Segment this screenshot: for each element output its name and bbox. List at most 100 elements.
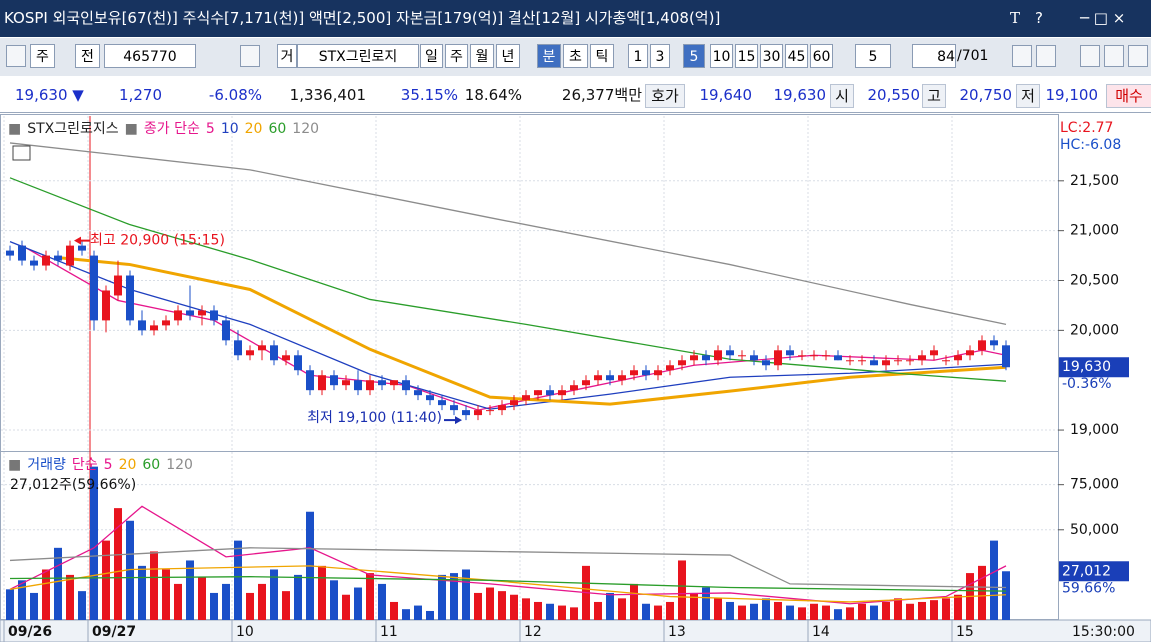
volume-bar — [522, 598, 530, 620]
icon[interactable] — [1036, 45, 1056, 67]
x-tick-label: 09/27 — [92, 624, 136, 640]
toolbar-button[interactable]: 465770 — [104, 44, 196, 68]
volume-bar — [618, 598, 626, 620]
candle-body — [378, 380, 386, 386]
candle-body — [942, 360, 950, 362]
toolbar-button[interactable]: 주 — [30, 44, 55, 68]
candle-body — [90, 255, 98, 321]
icon[interactable] — [1012, 45, 1032, 67]
quote-item[interactable]: 매수 — [1106, 84, 1151, 108]
y-tick-label: 50,000 — [1070, 522, 1119, 538]
toolbar-button[interactable]: 초 — [563, 44, 588, 68]
quote-item: 시 — [830, 84, 854, 108]
toolbar-button[interactable]: /701 — [957, 48, 989, 64]
legend-item: STX그린로지스 — [27, 121, 119, 137]
volume-bar — [402, 609, 410, 620]
legend-item: 120 — [292, 121, 319, 137]
legend-item: 10 — [221, 121, 239, 137]
quote-item: 호가 — [645, 84, 685, 108]
volume-bar — [570, 607, 578, 620]
toolbar-button[interactable]: 전 — [75, 44, 100, 68]
volume-bar — [234, 540, 242, 620]
volume-bar — [846, 607, 854, 620]
candle-body — [414, 390, 422, 396]
candle-body — [558, 390, 566, 396]
toolbar-button[interactable]: 주 — [445, 44, 468, 68]
candle-body — [750, 355, 758, 361]
toolbar-button[interactable]: 5 — [683, 44, 705, 68]
toolbar-button[interactable]: 60 — [810, 44, 833, 68]
quote-item: 19,630 ▼ — [15, 86, 84, 104]
candle-body — [594, 375, 602, 381]
volume-bar — [630, 583, 638, 620]
toolbar-button[interactable]: 1 — [628, 44, 648, 68]
x-tick-label: 12 — [524, 624, 542, 640]
volume-bar — [66, 574, 74, 620]
candle-body — [582, 380, 590, 386]
candle-body — [762, 360, 770, 366]
quote-item: 1,336,401 — [289, 86, 366, 104]
icon[interactable] — [240, 45, 260, 67]
volume-bar — [654, 605, 662, 620]
quote-item: 35.15% — [400, 86, 458, 104]
volume-panel — [0, 451, 1059, 620]
window-controls[interactable]: ─ □ × — [1080, 9, 1126, 27]
x-tick-label: 15 — [956, 624, 974, 640]
toolbar-button[interactable]: 년 — [496, 44, 520, 68]
volume-bar — [174, 583, 182, 620]
candle-body — [714, 350, 722, 361]
candle-body — [186, 310, 194, 316]
quote-item: 18.64% — [464, 86, 522, 104]
toolbar-button[interactable]: 일 — [420, 44, 443, 68]
candle-body — [30, 260, 38, 266]
toolbar-button[interactable]: 15 — [735, 44, 758, 68]
annotation: 최고 20,900 (15:15) — [90, 233, 225, 249]
candle-body — [54, 255, 62, 261]
candle-body — [618, 375, 626, 381]
volume-bar — [606, 592, 614, 620]
icon[interactable] — [1104, 45, 1124, 67]
icon[interactable] — [1128, 45, 1148, 67]
candle-body — [870, 360, 878, 366]
icon[interactable] — [1080, 45, 1100, 67]
toolbar-button[interactable]: 10 — [710, 44, 733, 68]
toolbar-button[interactable]: 3 — [650, 44, 670, 68]
toolbar-button[interactable]: 거 — [277, 44, 297, 68]
candle-body — [126, 275, 134, 321]
toolbar-button[interactable]: 분 — [537, 44, 561, 68]
volume-bar — [690, 592, 698, 620]
table-icon — [12, 145, 31, 161]
last-box — [1059, 357, 1129, 378]
candle-body — [702, 355, 710, 361]
candle-body — [510, 400, 518, 406]
legend-item: 종가 단순 — [144, 121, 200, 137]
legend-box: ■ — [125, 121, 138, 137]
toolbar-button[interactable]: 84 — [912, 44, 956, 68]
legend-box: ■ — [8, 457, 21, 473]
tool[interactable]: T — [1010, 9, 1021, 27]
toolbar-button[interactable]: STX그린로지 — [297, 44, 419, 68]
legend-item: 20 — [119, 457, 137, 473]
toolbar-button[interactable]: 45 — [785, 44, 808, 68]
candle-body — [66, 245, 74, 266]
quote-item: 19,100 — [1045, 86, 1099, 104]
y-tick-label: 21,000 — [1070, 223, 1119, 239]
candle-body — [330, 375, 338, 386]
candle-body — [222, 320, 230, 341]
volume-bar — [282, 591, 290, 620]
candle-body — [246, 350, 254, 356]
volume-bar — [498, 591, 506, 620]
toolbar-button[interactable]: 틱 — [590, 44, 614, 68]
toolbar-button[interactable]: 30 — [760, 44, 783, 68]
candle-body — [954, 355, 962, 361]
candle-body — [798, 355, 806, 357]
toolbar-button[interactable]: 5 — [855, 44, 891, 68]
volume-bar — [342, 594, 350, 620]
toolbar-button[interactable]: 월 — [470, 44, 494, 68]
icon[interactable] — [6, 45, 26, 67]
tool[interactable]: ? — [1035, 9, 1043, 27]
candle-body — [282, 355, 290, 361]
volume-bar — [474, 592, 482, 620]
